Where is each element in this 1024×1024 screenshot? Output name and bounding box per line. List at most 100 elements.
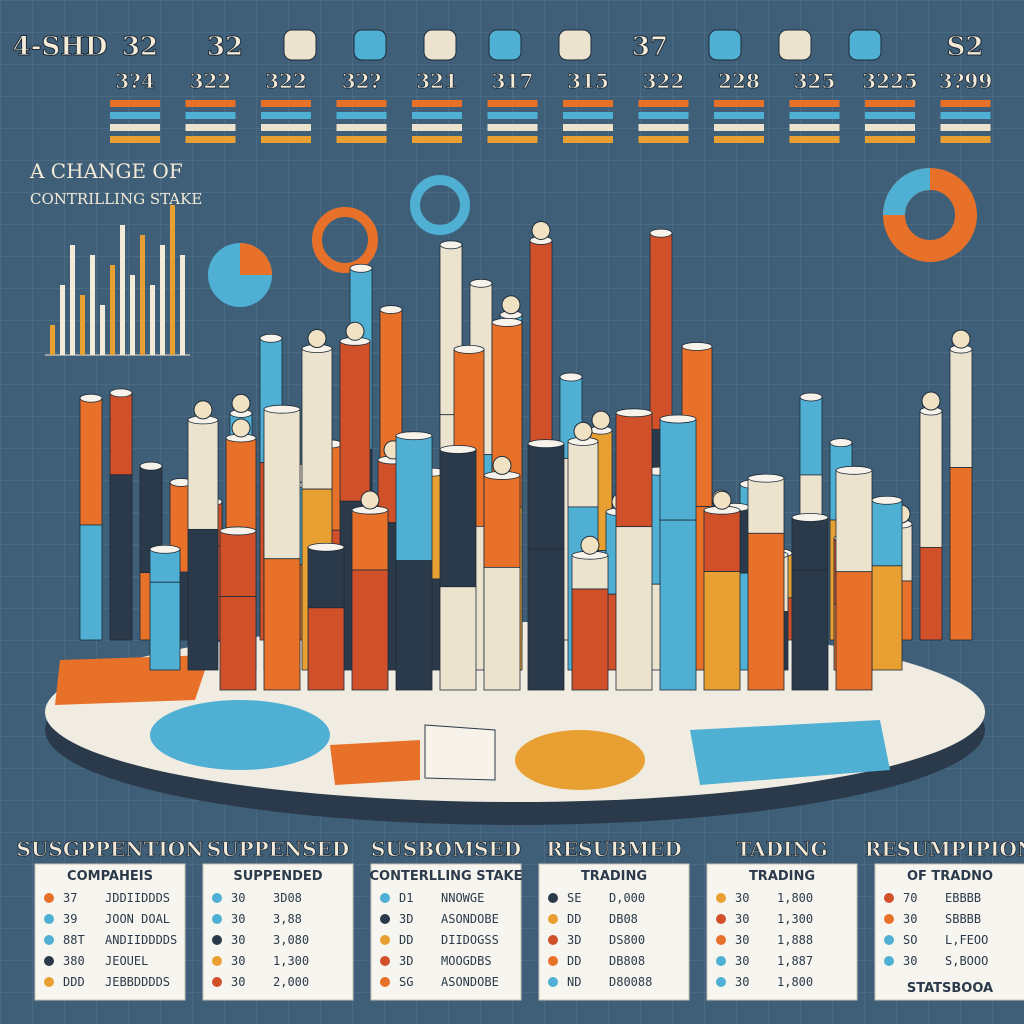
bar-top	[349, 263, 373, 273]
row-code: SO	[903, 933, 917, 947]
icon	[558, 29, 592, 61]
header-stripe	[638, 124, 689, 131]
bar-top	[439, 445, 477, 454]
row-dot	[716, 935, 726, 945]
pie	[515, 730, 645, 790]
panel-subtitle: OF TRADNO	[907, 869, 993, 884]
bar-segment	[649, 232, 673, 430]
header-number: 317	[492, 69, 534, 93]
bar-top	[829, 438, 853, 448]
header-stripe	[563, 136, 613, 143]
row-value: NNOWGE	[441, 891, 484, 905]
header-stripe	[412, 136, 462, 143]
header-stripe	[261, 124, 311, 131]
row-code: SE	[567, 891, 581, 905]
bar-segment	[307, 607, 345, 691]
decor-bars	[79, 220, 973, 691]
row-dot	[884, 893, 894, 903]
row-dot	[212, 914, 222, 924]
header-label: 32	[122, 32, 158, 62]
bar-segment	[263, 408, 301, 560]
donut	[312, 207, 378, 273]
row-code: 30	[735, 891, 749, 905]
header-stripe	[261, 112, 311, 119]
header-label: S2	[947, 32, 984, 62]
row-value: 3D08	[273, 891, 302, 905]
header-stripe	[412, 124, 462, 131]
bar-segment	[571, 554, 609, 590]
row-dot	[44, 956, 54, 966]
header-label: 4-SHD	[13, 32, 108, 62]
bar-segment	[919, 410, 943, 548]
bar-segment	[659, 418, 697, 521]
bar-segment	[791, 569, 829, 691]
bar-segment	[791, 517, 829, 571]
header-stripe	[940, 112, 991, 119]
row-dot	[380, 935, 390, 945]
row-value: ANDIIDDDDS	[105, 933, 177, 947]
row-dot	[44, 935, 54, 945]
header-stripe	[261, 100, 311, 107]
bar-segment	[219, 596, 257, 691]
header-label: 37	[632, 32, 668, 62]
header-stripe	[789, 136, 840, 143]
row-value: JDDIIDDDS	[105, 891, 170, 905]
header-number: 321	[416, 69, 458, 93]
row-code: 30	[735, 912, 749, 926]
row-value: 1,800	[777, 891, 813, 905]
bar-segment	[79, 524, 103, 641]
row-dot	[548, 893, 558, 903]
bar-top	[379, 305, 403, 314]
bar-segment	[351, 569, 389, 691]
bar-segment	[871, 565, 903, 671]
row-dot	[716, 977, 726, 987]
bar-segment	[187, 419, 219, 530]
row-value: 1,888	[777, 933, 813, 947]
icon	[708, 29, 742, 61]
panel-title: SUSBOMSED	[371, 837, 521, 861]
badge	[573, 421, 593, 441]
panel	[370, 863, 522, 1001]
header-stripe	[336, 112, 387, 119]
bar-segment	[799, 396, 823, 476]
row-code: D1	[399, 891, 413, 905]
icon	[848, 29, 882, 61]
bar-top	[491, 317, 523, 327]
row-dot	[212, 935, 222, 945]
bar-top	[835, 465, 873, 475]
bar-segment	[483, 566, 521, 691]
bar-top	[681, 342, 713, 351]
bar-segment	[219, 530, 257, 597]
row-dot	[212, 893, 222, 903]
pie-slice	[424, 724, 496, 781]
bar-segment	[871, 499, 903, 567]
bar-top	[559, 372, 583, 382]
slab	[55, 655, 210, 705]
row-value: DB08	[609, 912, 638, 926]
row-code: 30	[903, 954, 917, 968]
badge	[492, 455, 512, 475]
row-code: DD	[567, 954, 581, 968]
row-code: 30	[735, 954, 749, 968]
header-number: 322	[190, 69, 232, 93]
row-value: ASONDOBE	[441, 975, 499, 989]
badge	[580, 535, 600, 555]
mini-bar	[110, 265, 115, 355]
row-code: 37	[63, 891, 77, 905]
panel	[538, 863, 690, 1001]
icon	[423, 29, 457, 61]
row-code: DD	[399, 933, 413, 947]
row-dot	[44, 914, 54, 924]
bar-segment	[109, 392, 133, 476]
header-stripe	[638, 100, 689, 107]
title: A CHANGE OF	[29, 159, 183, 183]
header-number: 322	[265, 69, 307, 93]
row-value: DIIDOGSS	[441, 933, 499, 947]
bar-segment	[615, 412, 653, 528]
header-stripe	[110, 100, 160, 107]
header-stripe	[865, 100, 915, 107]
bar-segment	[109, 474, 133, 641]
header-stripe	[185, 112, 236, 119]
bar-segment	[395, 435, 433, 562]
